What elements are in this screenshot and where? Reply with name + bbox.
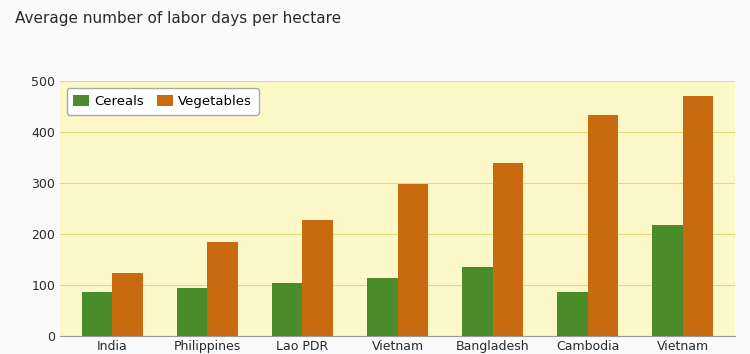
Bar [302, 220, 333, 336]
Bar [682, 96, 713, 336]
Bar [272, 283, 302, 336]
Bar [367, 278, 398, 336]
Bar [398, 184, 428, 336]
Bar [557, 292, 588, 336]
Text: Average number of labor days per hectare: Average number of labor days per hectare [15, 11, 341, 25]
Bar [82, 292, 112, 336]
Bar [207, 242, 238, 336]
Bar [177, 288, 207, 336]
Bar [493, 163, 523, 336]
Bar [112, 273, 142, 336]
Bar [462, 268, 493, 336]
Bar [652, 225, 682, 336]
Bar [588, 115, 618, 336]
Legend: Cereals, Vegetables: Cereals, Vegetables [67, 88, 259, 115]
